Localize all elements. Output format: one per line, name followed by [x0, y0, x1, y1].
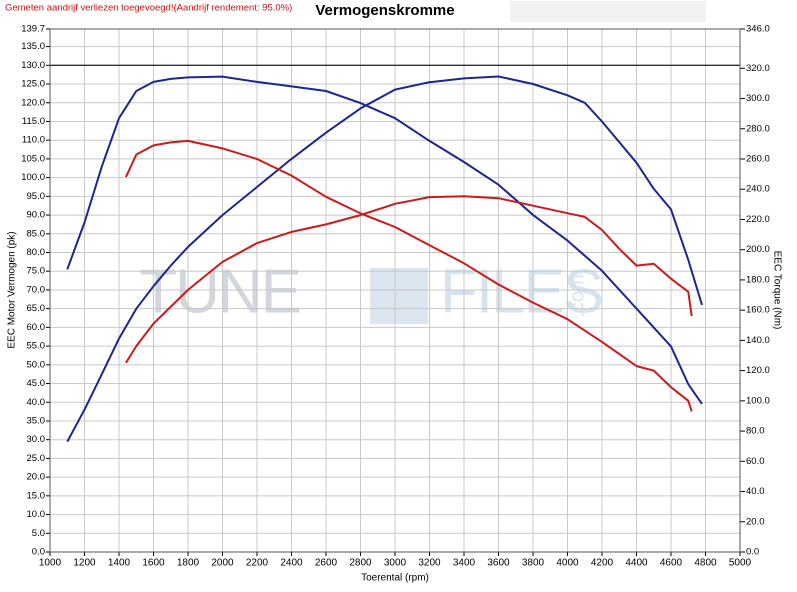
y-tick-label: 65.0	[27, 303, 46, 314]
y-tick-label: 40.0	[27, 397, 46, 408]
y2-tick-label: 0.0	[746, 547, 759, 558]
x-tick-label: 3400	[453, 558, 476, 569]
y-tick-label: 110.0	[22, 135, 45, 146]
y-tick-label: 10.0	[27, 509, 46, 520]
x-tick-label: 1400	[108, 558, 131, 569]
x-tick-label: 4400	[625, 558, 648, 569]
y2-tick-label: 280.0	[746, 123, 770, 134]
y-tick-label: 85.0	[27, 228, 46, 239]
y2-tick-label: 140.0	[746, 335, 770, 346]
y-tick-label: 120.0	[21, 97, 45, 108]
watermark-suffix: .com	[566, 274, 588, 317]
x-tick-label: 3200	[418, 558, 441, 569]
y2-tick-label: 120.0	[746, 365, 770, 376]
y2-tick-label: 220.0	[746, 214, 770, 225]
x-tick-label: 2800	[349, 558, 372, 569]
y-tick-label: 135.0	[21, 41, 45, 52]
y2-tick-label: 160.0	[746, 305, 770, 316]
y2-tick-label: 180.0	[746, 274, 770, 285]
series-line	[66, 75, 703, 405]
x-tick-label: 3800	[522, 558, 545, 569]
chart-title: Vermogenskromme	[315, 2, 454, 19]
x-tick-label: 1600	[142, 558, 165, 569]
note: Gemeten aandrijf verliezen toegevoegd!(A…	[5, 3, 292, 14]
y-tick-label: 70.0	[27, 284, 46, 295]
y2-tick-label: 240.0	[746, 184, 770, 195]
y-tick-label: 5.0	[32, 528, 45, 539]
y-tick-label: 30.0	[27, 434, 46, 445]
y-tick-label: 95.0	[27, 191, 46, 202]
y2-tick-label: 320.0	[746, 63, 770, 74]
y-tick-label: 90.0	[27, 210, 46, 221]
series-line	[66, 75, 703, 443]
y-tick-label: 25.0	[27, 453, 46, 464]
x-tick-label: 4800	[694, 558, 717, 569]
x-axis-title: Toerental (rpm)	[361, 573, 429, 584]
x-tick-label: 1200	[73, 558, 96, 569]
watermark-logo	[370, 268, 428, 324]
watermark-left: TUNE	[139, 257, 300, 326]
y-tick-label: 139.7	[21, 24, 45, 35]
y2-tick-label: 100.0	[746, 395, 770, 406]
x-tick-label: 2000	[211, 558, 234, 569]
y-tick-label: 35.0	[27, 415, 46, 426]
header-box	[510, 1, 706, 22]
y2-tick-label: 60.0	[746, 456, 765, 467]
y-tick-label: 75.0	[27, 266, 46, 277]
y-tick-label: 115.0	[22, 116, 45, 127]
y-axis-title: EEC Motor Vermogen (pk)	[7, 231, 18, 348]
y-tick-label: 125.0	[21, 79, 45, 90]
y2-tick-label: 20.0	[746, 516, 765, 527]
x-tick-label: 4200	[591, 558, 614, 569]
y2-tick-label: 80.0	[746, 426, 765, 437]
x-tick-label: 4600	[660, 558, 683, 569]
y-tick-label: 50.0	[27, 359, 46, 370]
watermark-right: FILES	[440, 257, 602, 326]
watermark: TUNE FILES .com	[139, 257, 604, 326]
x-tick-label: 5000	[729, 558, 752, 569]
x-tick-label: 3600	[487, 558, 510, 569]
y-tick-label: 130.0	[21, 60, 45, 71]
x-tick-label: 2200	[246, 558, 269, 569]
x-tick-label: 1000	[39, 558, 62, 569]
y-tick-label: 105.0	[21, 153, 45, 164]
y-tick-label: 60.0	[27, 322, 46, 333]
y2-tick-label: 300.0	[746, 93, 770, 104]
x-tick-label: 4000	[556, 558, 579, 569]
series-line	[125, 195, 693, 364]
x-tick-label: 2400	[280, 558, 303, 569]
y-tick-label: 20.0	[27, 472, 46, 483]
y-tick-label: 80.0	[27, 247, 46, 258]
y-tick-label: 55.0	[27, 341, 46, 352]
y2-tick-label: 260.0	[746, 154, 770, 165]
y2-tick-label: 40.0	[746, 486, 765, 497]
plot-frame	[49, 28, 741, 553]
y-tick-label: 45.0	[27, 378, 46, 389]
x-tick-label: 3000	[384, 558, 407, 569]
y-tick-label: 100.0	[21, 172, 45, 183]
x-tick-label: 2600	[315, 558, 338, 569]
y-tick-label: 0.0	[32, 547, 45, 558]
y-tick-label: 15.0	[27, 490, 46, 501]
series-line	[124, 139, 693, 412]
y2-axis-title: EEC Torque (Nm)	[771, 251, 782, 330]
y2-tick-label: 346.0	[746, 24, 770, 35]
y2-tick-label: 200.0	[746, 244, 770, 255]
x-tick-label: 1800	[177, 558, 200, 569]
